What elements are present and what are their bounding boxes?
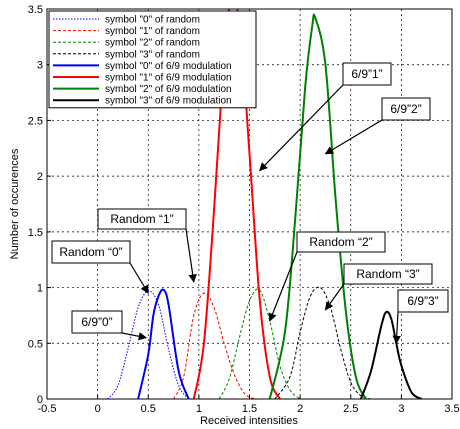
legend-label: symbol "3" of 6/9 modulation: [105, 96, 232, 107]
annotation-arrow: [268, 251, 298, 322]
annotation-label: 6/9”0”: [81, 315, 112, 329]
y-tick-label: 2.5: [28, 115, 43, 127]
annotation-box: [296, 231, 386, 253]
series-line-7: [359, 310, 423, 399]
legend-label: symbol "2" of random: [105, 38, 200, 49]
annotations: Random “0” 6/9”0” Random “1” Random “2” Rand…: [51, 62, 449, 345]
x-tick-label: 3: [398, 403, 404, 415]
y-tick-label: 1: [37, 283, 43, 295]
series-line-6: [268, 13, 367, 399]
y-tick-label: 0: [37, 394, 43, 406]
x-tick-label: 2: [297, 403, 303, 415]
annotation-label: Random “2”: [309, 235, 372, 249]
x-axis-label: Received intensities: [200, 415, 298, 427]
annotation-arrow: [324, 283, 345, 311]
x-tick-label: 2.5: [343, 403, 358, 415]
annotation-arrow: [392, 311, 401, 345]
annotation-label: Random “1”: [110, 212, 173, 226]
y-axis-label: Number of occurences: [9, 148, 21, 259]
annotation-arrow: [185, 228, 197, 283]
x-tick-label: 1: [196, 403, 202, 415]
legend-label: symbol "0" of 6/9 modulation: [105, 61, 232, 72]
annotation-box: [97, 208, 187, 230]
annotation-label: 6/9”2”: [390, 102, 421, 116]
annotation-arrow: [324, 119, 383, 155]
x-tick-label: 0.5: [141, 403, 156, 415]
x-tick-label: 1.5: [242, 403, 257, 415]
annotation-label: Random “0”: [59, 245, 122, 259]
x-tick-label: 3.5: [444, 403, 459, 415]
annotation-box: [71, 310, 123, 334]
series-line-1: [173, 292, 255, 399]
y-tick-label: 0.5: [28, 338, 43, 350]
legend-label: symbol "0" of random: [105, 15, 200, 26]
y-tick-label: 1.5: [28, 227, 43, 239]
annotation-arrow: [121, 332, 148, 341]
annotation-arrow: [129, 262, 149, 294]
ticks: -0.5 0 0.5 1 1.5 2 2.5 3 3.500.511.522.533.5: [28, 4, 460, 415]
legend-label: symbol "3" of random: [105, 49, 200, 60]
annotation-box: [381, 97, 431, 121]
series-line-5: [192, 9, 281, 399]
legend-label: symbol "2" of 6/9 modulation: [105, 84, 232, 95]
annotation-box: [51, 240, 131, 264]
x-tick-label: -0.5: [38, 403, 57, 415]
y-tick-label: 3.5: [28, 4, 43, 16]
x-tick-label: 0: [95, 403, 101, 415]
annotation-box: [342, 62, 392, 86]
y-tick-label: 2: [37, 171, 43, 183]
legend-label: symbol "1" of random: [105, 26, 200, 37]
legend-box: [48, 10, 257, 109]
annotation-label: Random “3”: [356, 267, 419, 281]
annotation-label: 6/9”3”: [407, 294, 438, 308]
series-line-4: [137, 288, 190, 399]
y-tick-label: 3: [37, 60, 43, 72]
annotation-arrow: [259, 84, 344, 172]
legend-label: symbol "1" of 6/9 modulation: [105, 73, 232, 84]
annotation-label: 6/9”1”: [351, 67, 382, 81]
annotation-box: [397, 289, 449, 313]
annotation-box: [343, 263, 433, 285]
